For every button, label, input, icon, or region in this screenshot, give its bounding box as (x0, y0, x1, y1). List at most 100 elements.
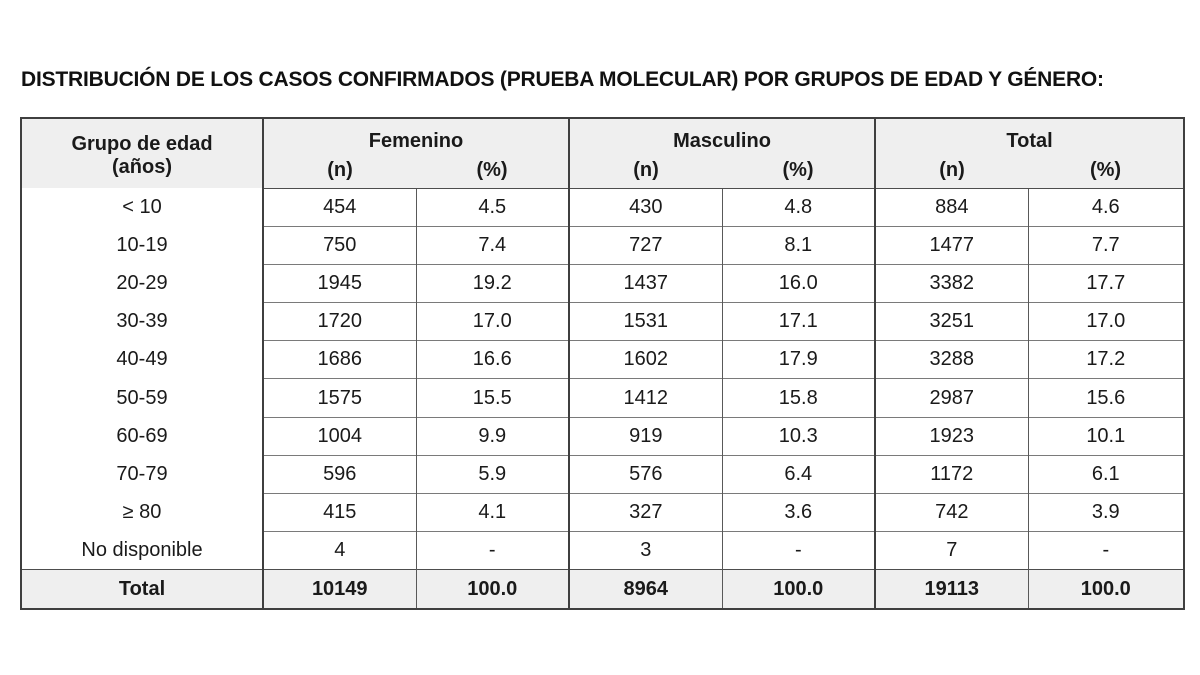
data-cell: 17.0 (415, 302, 570, 341)
group-header-row: Grupo de edad (años) Femenino Masculino … (21, 118, 1185, 188)
age-cell: ≥ 80 (122, 501, 162, 524)
data-cell: 10.1 (1027, 416, 1185, 456)
data-cell: 17.7 (1027, 263, 1185, 303)
total-data-cell: 19113 (874, 569, 1029, 609)
age-cell: No disponible (81, 539, 203, 562)
data-cell: 16.0 (721, 263, 876, 303)
data-cell: 7 (874, 531, 1029, 570)
report-title: DISTRIBUCIÓN DE LOS CASOS CONFIRMADOS (P… (21, 68, 1104, 91)
data-cell: 4.6 (1027, 188, 1185, 227)
table-row: 70-79 596 5.9 576 6.4 1172 6.1 (21, 454, 1185, 494)
data-cell: 1923 (874, 416, 1029, 456)
data-cell: 15.8 (721, 378, 876, 418)
data-cell: 454 (262, 188, 416, 227)
subheader-femenino-n: (n) (262, 159, 416, 189)
data-cell: 327 (568, 492, 723, 532)
total-data-cell: 100.0 (721, 569, 876, 609)
data-cell: 3382 (874, 263, 1029, 303)
data-cell: 727 (568, 225, 723, 265)
group-header-masculino: Masculino (568, 118, 876, 159)
data-cell: 3.9 (1027, 492, 1185, 532)
group-header-total: Total (874, 118, 1185, 159)
subheader-masculino-n: (n) (568, 159, 723, 189)
table-row: 60-69 1004 9.9 919 10.3 1923 10.1 (21, 416, 1185, 456)
age-cell: 10-19 (116, 233, 168, 256)
age-header-line2: (años) (112, 155, 172, 178)
data-cell: 430 (568, 188, 723, 227)
total-data-cell: 10149 (262, 569, 416, 609)
data-cell: 17.1 (721, 302, 876, 341)
group-header-femenino: Femenino (261, 118, 570, 159)
data-cell: 17.2 (1027, 340, 1185, 379)
data-cell: - (1027, 531, 1185, 570)
age-cell: 20-29 (116, 271, 168, 294)
sub-header-row: (n) (%) (n) (%) (n) (%) (21, 159, 1185, 189)
data-cell: 17.0 (1027, 302, 1185, 341)
table-row: ≥ 80 415 4.1 327 3.6 742 3.9 (21, 492, 1185, 532)
table-row: < 10 454 4.5 430 4.8 884 4.6 (21, 188, 1185, 227)
age-group-column-header: Grupo de edad (años) (21, 118, 263, 188)
data-cell: - (415, 531, 570, 570)
subheader-masculino-pct: (%) (722, 159, 876, 189)
data-cell: 1720 (262, 302, 416, 341)
data-cell: 1412 (568, 378, 723, 418)
data-cell: 3288 (874, 340, 1029, 379)
data-cell: 4.8 (721, 188, 876, 227)
table-row: 40-49 1686 16.6 1602 17.9 3288 17.2 (21, 340, 1185, 379)
table-row: 10-19 750 7.4 727 8.1 1477 7.7 (21, 225, 1185, 265)
data-cell: 596 (262, 454, 416, 494)
data-cell: 1686 (262, 340, 416, 379)
subheader-femenino-pct: (%) (416, 159, 570, 189)
table-row: 50-59 1575 15.5 1412 15.8 2987 15.6 (21, 378, 1185, 418)
data-cell: 8.1 (721, 225, 876, 265)
age-gender-distribution-table: Grupo de edad (años) Femenino Masculino … (20, 117, 1186, 610)
data-cell: 1172 (874, 454, 1029, 494)
data-cell: 7.7 (1027, 225, 1185, 265)
data-cell: 1531 (568, 302, 723, 341)
data-cell: 1602 (568, 340, 723, 379)
data-cell: 15.5 (415, 378, 570, 418)
table-header: Grupo de edad (años) Femenino Masculino … (21, 118, 1185, 189)
data-cell: 576 (568, 454, 723, 494)
data-cell: 750 (262, 225, 416, 265)
age-cell: 60-69 (116, 424, 168, 447)
data-cell: 15.6 (1027, 378, 1185, 418)
data-cell: 3 (568, 531, 723, 570)
age-cell: 70-79 (116, 462, 168, 485)
subheader-total-pct: (%) (1028, 159, 1185, 189)
data-cell: 884 (874, 188, 1029, 227)
total-row: Total 10149 100.0 8964 100.0 19113 100.0 (21, 569, 1185, 609)
total-label-cell: Total (21, 569, 263, 609)
data-cell: 17.9 (721, 340, 876, 379)
data-cell: 1945 (262, 263, 416, 303)
data-cell: 4.1 (415, 492, 570, 532)
age-cell: 40-49 (116, 348, 168, 371)
data-cell: 6.1 (1027, 454, 1185, 494)
age-cell: < 10 (122, 195, 162, 218)
age-cell: 30-39 (116, 310, 168, 333)
data-cell: 919 (568, 416, 723, 456)
data-cell: 5.9 (415, 454, 570, 494)
data-cell: 1575 (262, 378, 416, 418)
data-cell: 742 (874, 492, 1029, 532)
table-row: 30-39 1720 17.0 1531 17.1 3251 17.0 (21, 302, 1185, 341)
subheader-total-n: (n) (874, 159, 1029, 189)
total-data-cell: 8964 (568, 569, 723, 609)
data-cell: 19.2 (415, 263, 570, 303)
data-cell: 1477 (874, 225, 1029, 265)
age-cell: 50-59 (116, 386, 168, 409)
table-body: < 10 454 4.5 430 4.8 884 4.6 10-19 750 7… (21, 188, 1185, 609)
table-row: 20-29 1945 19.2 1437 16.0 3382 17.7 (21, 263, 1185, 303)
data-cell: 3.6 (721, 492, 876, 532)
data-cell: 9.9 (415, 416, 570, 456)
total-data-cell: 100.0 (415, 569, 570, 609)
table-row: No disponible 4 - 3 - 7 - (21, 531, 1185, 570)
data-cell: 2987 (874, 378, 1029, 418)
data-cell: 16.6 (415, 340, 570, 379)
data-cell: - (721, 531, 876, 570)
data-cell: 1437 (568, 263, 723, 303)
total-data-cell: 100.0 (1027, 569, 1185, 609)
data-cell: 4 (262, 531, 416, 570)
data-cell: 7.4 (415, 225, 570, 265)
